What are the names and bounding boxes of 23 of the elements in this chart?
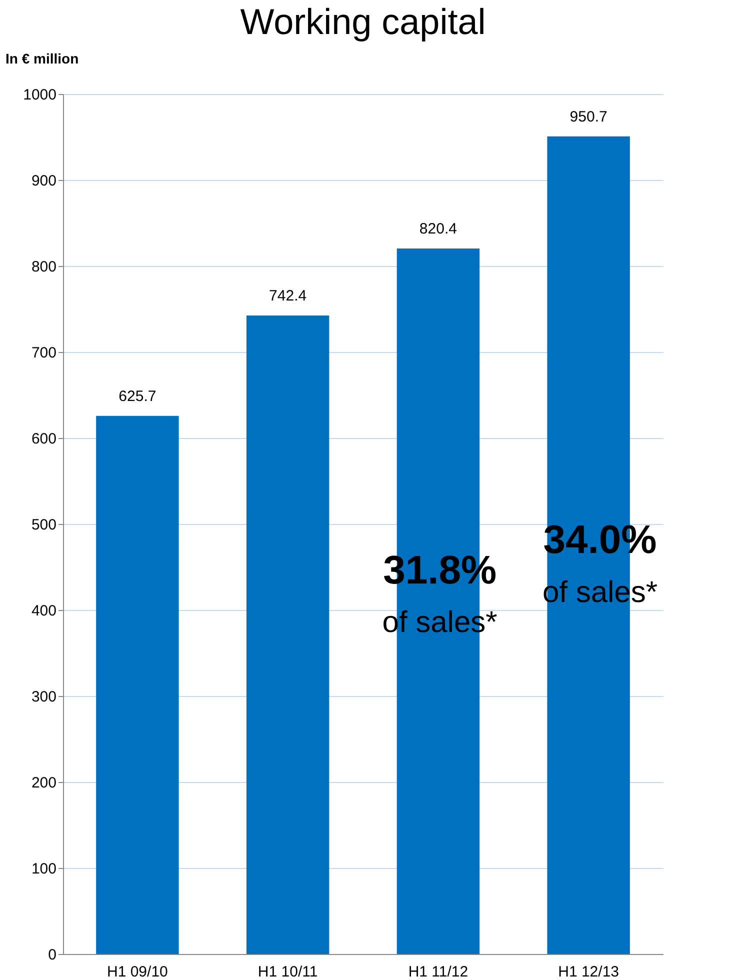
- y-tick-label: 1000: [23, 86, 56, 104]
- y-tick-label: 100: [31, 860, 56, 878]
- x-tick-label: H1 11/12: [408, 964, 468, 980]
- y-tick-label: 600: [31, 430, 56, 448]
- data-label: 742.4: [269, 288, 307, 305]
- y-tick-label: 700: [31, 344, 56, 362]
- data-label: 625.7: [118, 388, 156, 405]
- data-label: 820.4: [419, 220, 457, 238]
- data-label: 950.7: [570, 108, 608, 126]
- y-tick-label: 400: [31, 602, 56, 620]
- y-tick-label: 0: [48, 946, 56, 964]
- y-tick-label: 500: [31, 516, 56, 534]
- y-tick-label: 900: [31, 172, 56, 190]
- chart-title: Working capital: [240, 1, 486, 42]
- y-axis-title: In € million: [6, 50, 79, 66]
- x-tick-label: H1 10/11: [258, 964, 318, 980]
- x-tick-label: H1 12/13: [558, 964, 620, 980]
- y-tick-label: 300: [31, 688, 56, 706]
- y-tick-label: 800: [31, 258, 56, 276]
- y-tick-label: 200: [31, 774, 56, 792]
- bar: [96, 416, 179, 954]
- x-tick-label: H1 09/10: [106, 964, 168, 980]
- bar: [246, 316, 330, 954]
